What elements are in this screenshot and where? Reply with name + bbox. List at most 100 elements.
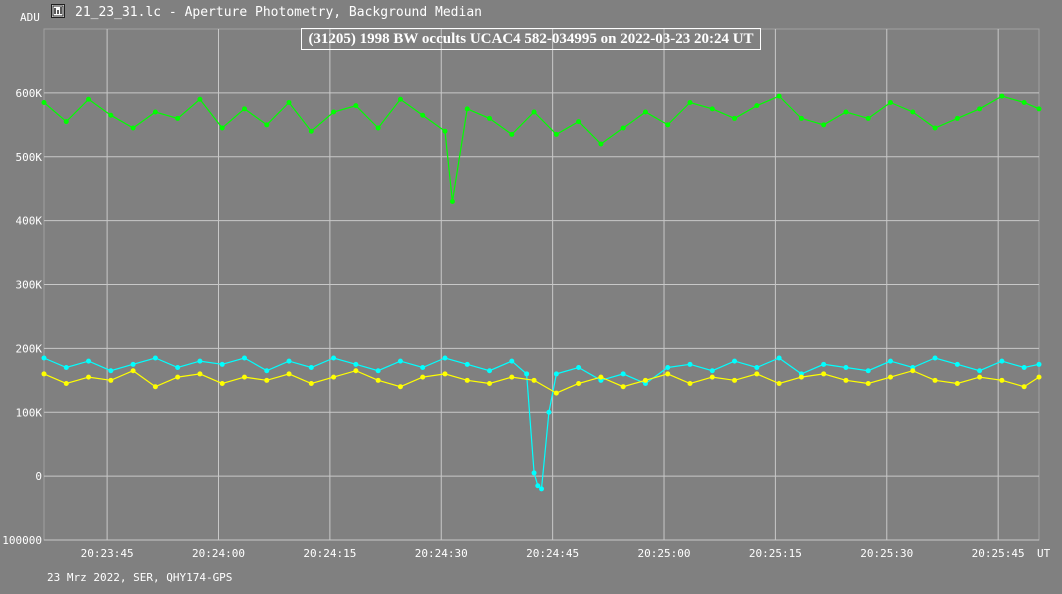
series-point-2 xyxy=(821,361,827,367)
series-point-3 xyxy=(41,371,47,377)
series-point-1 xyxy=(642,109,648,115)
series-point-3 xyxy=(487,381,493,387)
series-point-3 xyxy=(687,381,693,387)
series-point-3 xyxy=(1036,374,1042,380)
series-point-1 xyxy=(63,119,69,125)
series-point-2 xyxy=(63,365,69,371)
series-point-1 xyxy=(732,115,738,121)
series-point-2 xyxy=(843,365,849,371)
series-point-2 xyxy=(331,355,337,361)
y-tick-label: 300K xyxy=(16,279,43,292)
series-point-3 xyxy=(63,381,69,387)
x-axis-label: UT xyxy=(1037,547,1051,560)
series-point-2 xyxy=(865,368,871,374)
series-point-2 xyxy=(687,361,693,367)
series-point-3 xyxy=(709,374,715,380)
series-point-3 xyxy=(776,381,782,387)
series-line-3 xyxy=(43,370,1040,394)
series-point-1 xyxy=(197,96,203,102)
series-point-2 xyxy=(219,361,225,367)
series-point-1 xyxy=(219,125,225,131)
grid-lines xyxy=(44,29,1039,541)
window-title: 21_23_31.lc - Aperture Photometry, Backg… xyxy=(75,5,482,20)
series-point-1 xyxy=(598,141,604,147)
series-point-3 xyxy=(665,371,671,377)
series-point-3 xyxy=(509,374,515,380)
series-point-1 xyxy=(1036,106,1042,112)
series-point-1 xyxy=(241,106,247,112)
chart-document-icon[interactable] xyxy=(51,4,65,18)
series-point-3 xyxy=(464,377,470,383)
series-point-1 xyxy=(375,125,381,131)
series-point-2 xyxy=(1021,365,1027,371)
series-point-1 xyxy=(130,125,136,131)
x-tick-label: 20:24:45 xyxy=(526,547,579,560)
series-point-2 xyxy=(732,358,738,364)
series-point-3 xyxy=(999,377,1005,383)
series-point-2 xyxy=(887,358,893,364)
series-point-1 xyxy=(665,122,671,128)
y-axis-label: ADU xyxy=(20,11,40,24)
series-point-2 xyxy=(108,368,114,374)
series-point-1 xyxy=(175,115,181,121)
series-point-3 xyxy=(977,374,983,380)
series-point-3 xyxy=(576,381,582,387)
series-point-3 xyxy=(130,368,136,374)
series-point-1 xyxy=(999,93,1005,99)
series-point-2 xyxy=(152,355,158,361)
series-point-3 xyxy=(954,381,960,387)
series-point-3 xyxy=(598,374,604,380)
series-point-1 xyxy=(353,103,359,109)
series-point-1 xyxy=(286,99,292,105)
series-point-3 xyxy=(397,384,403,390)
series-point-3 xyxy=(86,374,92,380)
series-point-3 xyxy=(353,368,359,374)
series-point-1 xyxy=(108,112,114,118)
series-point-1 xyxy=(910,109,916,115)
series-point-3 xyxy=(843,377,849,383)
series-point-1 xyxy=(509,131,515,137)
series-point-2 xyxy=(754,365,760,371)
x-tick-label: 20:24:30 xyxy=(415,547,468,560)
series-point-1 xyxy=(152,109,158,115)
series-point-1 xyxy=(41,99,47,105)
series-point-2 xyxy=(665,365,671,371)
series-point-1 xyxy=(442,128,448,134)
series-point-3 xyxy=(197,371,203,377)
series-point-1 xyxy=(887,99,893,105)
series-point-3 xyxy=(531,377,537,383)
series-layer xyxy=(41,93,1042,492)
series-point-3 xyxy=(865,381,871,387)
series-point-3 xyxy=(219,381,225,387)
window-title-bar: 21_23_31.lc - Aperture Photometry, Backg… xyxy=(0,0,1062,24)
series-point-2 xyxy=(353,361,359,367)
series-point-1 xyxy=(464,106,470,112)
series-point-2 xyxy=(264,368,270,374)
series-point-2 xyxy=(1036,361,1042,367)
series-point-2 xyxy=(524,371,530,377)
series-point-3 xyxy=(553,390,559,396)
series-point-1 xyxy=(843,109,849,115)
series-point-3 xyxy=(798,374,804,380)
series-point-2 xyxy=(397,358,403,364)
series-point-2 xyxy=(308,365,314,371)
series-point-2 xyxy=(954,361,960,367)
series-point-3 xyxy=(308,381,314,387)
series-point-1 xyxy=(553,131,559,137)
series-point-3 xyxy=(754,371,760,377)
series-point-1 xyxy=(308,128,314,134)
series-point-3 xyxy=(264,377,270,383)
series-point-1 xyxy=(776,93,782,99)
series-point-2 xyxy=(539,486,544,492)
series-point-2 xyxy=(509,358,515,364)
series-point-2 xyxy=(86,358,92,364)
series-point-3 xyxy=(821,371,827,377)
series-point-1 xyxy=(954,115,960,121)
series-point-2 xyxy=(709,368,715,374)
footer-info: 23 Mrz 2022, SER, QHY174-GPS xyxy=(47,571,233,584)
series-point-2 xyxy=(41,355,47,361)
series-point-2 xyxy=(375,368,381,374)
series-point-1 xyxy=(798,115,804,121)
series-point-2 xyxy=(546,409,552,415)
